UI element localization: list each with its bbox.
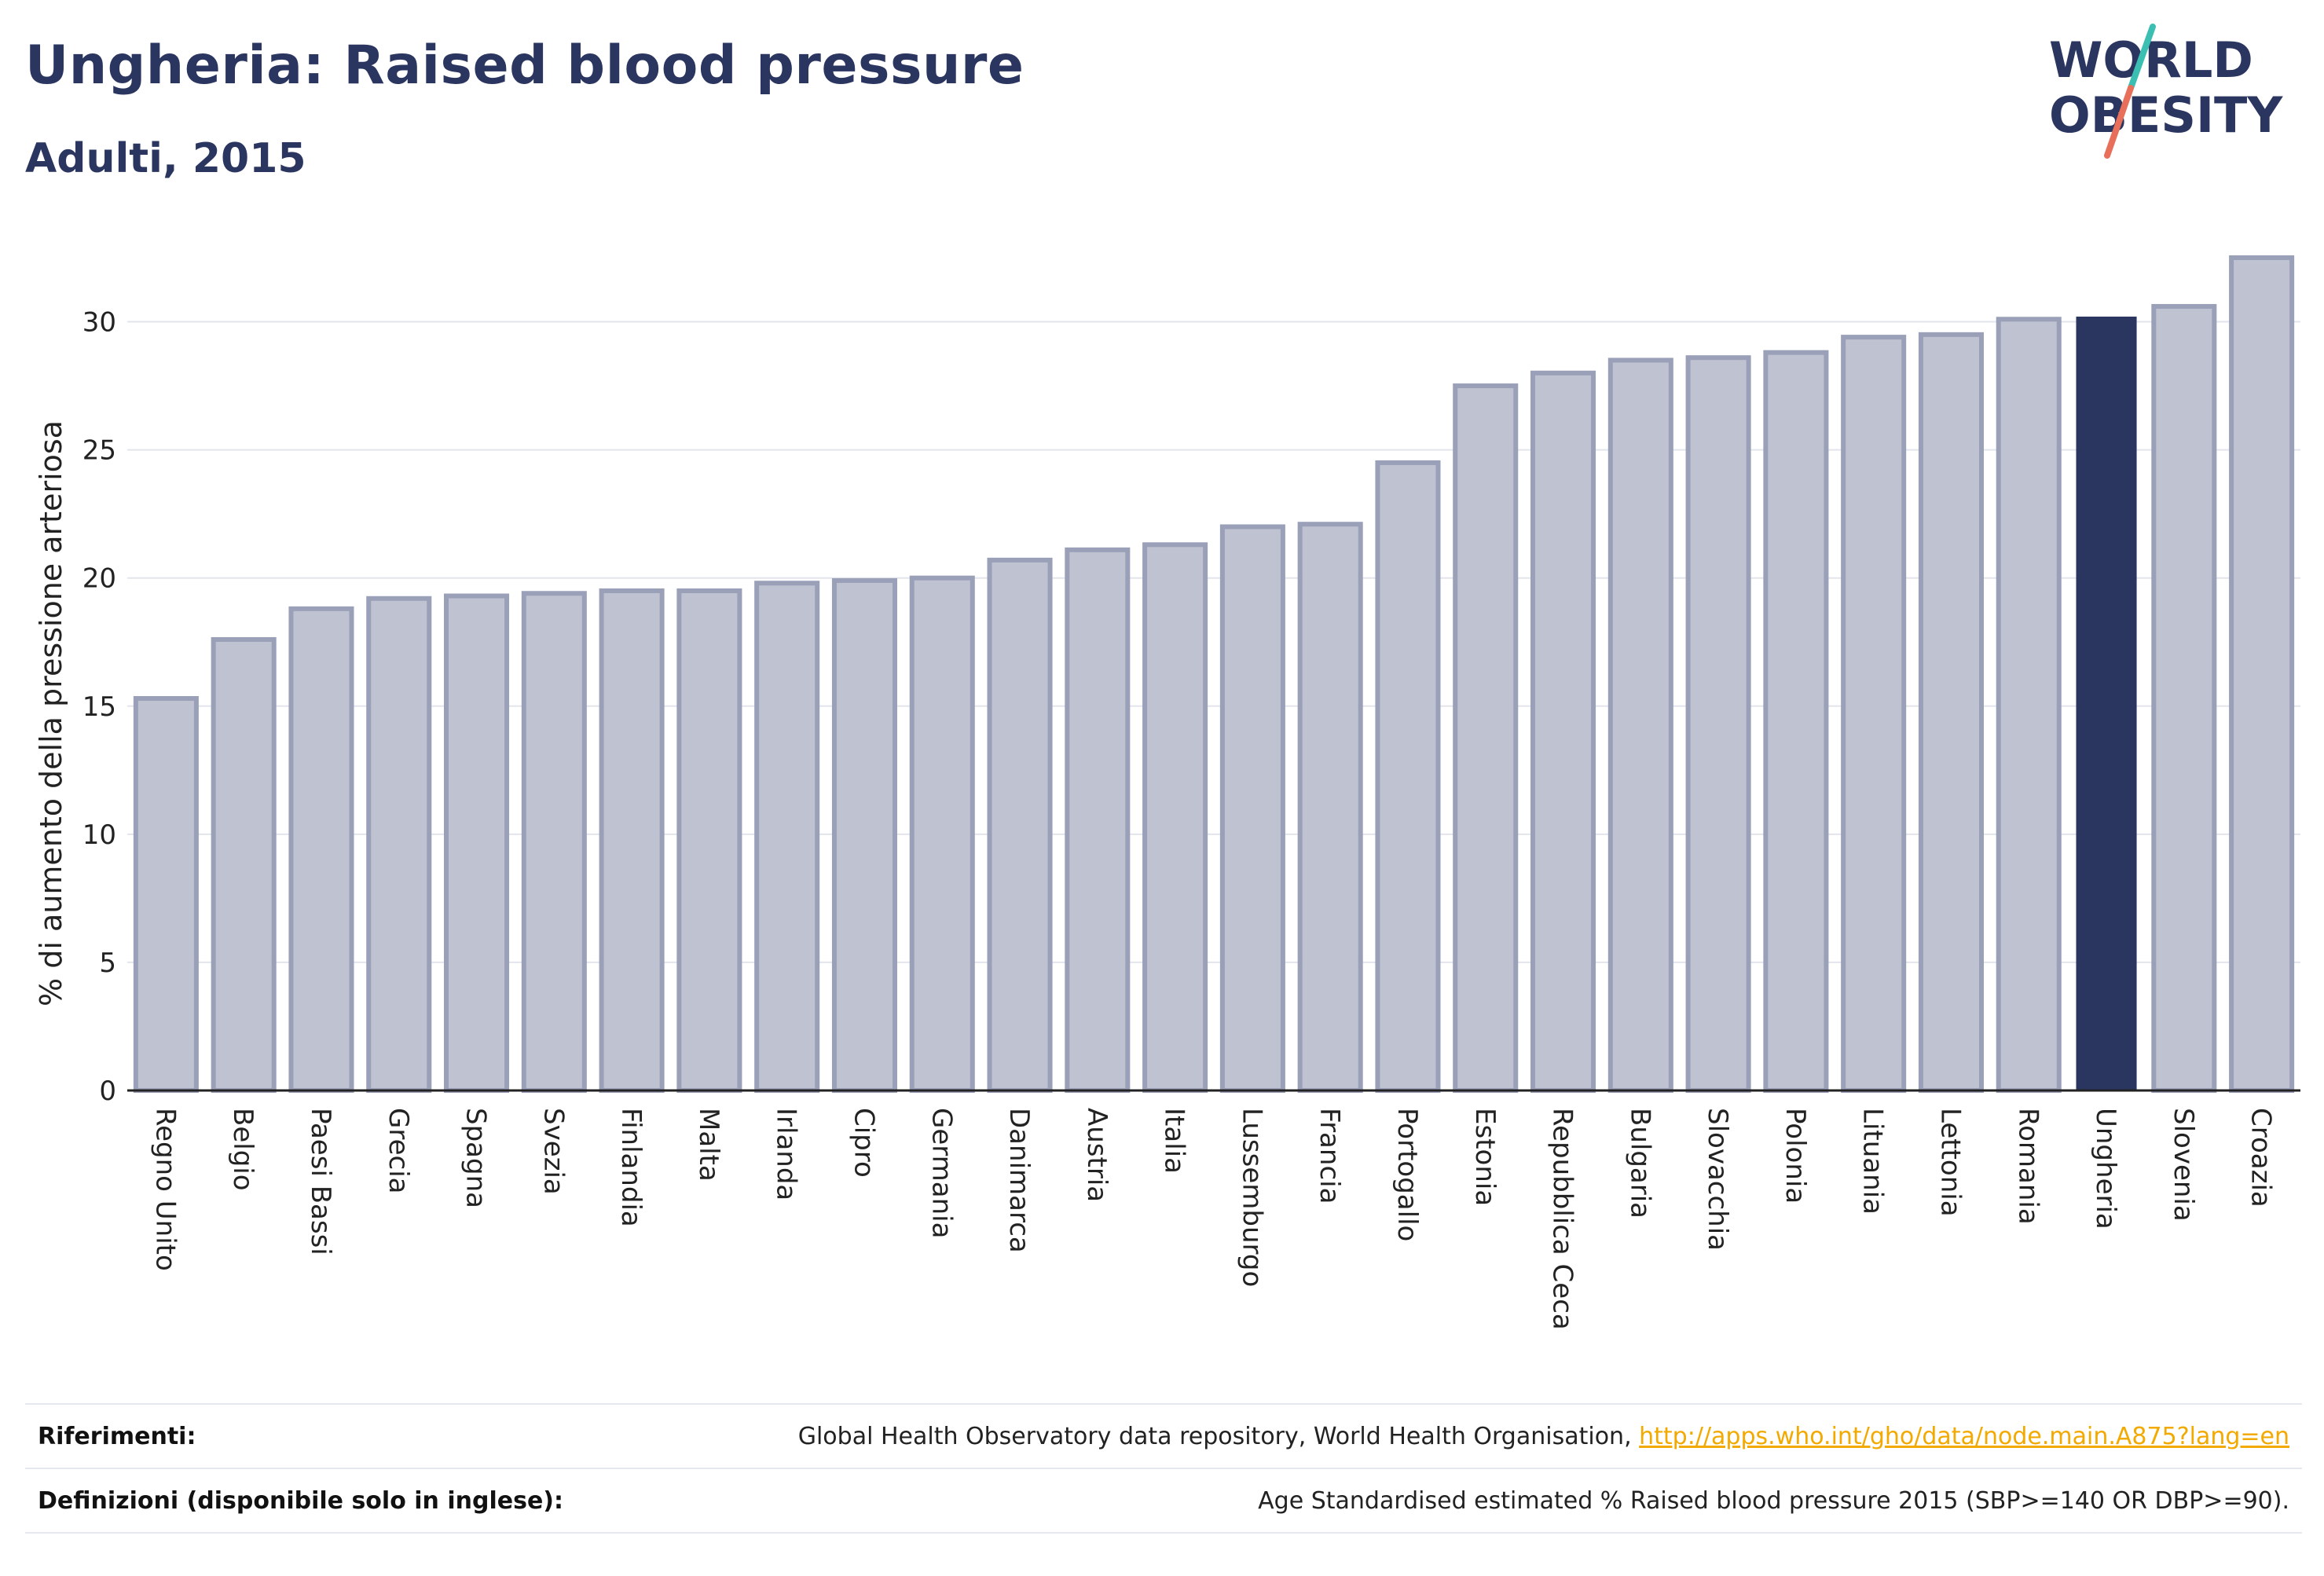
x-tick-label: Croazia [2245,1108,2277,1208]
bar-lituania [1841,335,1907,1094]
x-tick-label: Repubblica Ceca [1547,1108,1578,1330]
bar-finlandia [599,588,665,1093]
chart-title: Ungheria: Raised blood pressure [25,35,1025,97]
x-tick-label: Estonia [1469,1108,1501,1206]
footer-rule-middle [25,1468,2302,1469]
bar-slovenia [2151,303,2217,1093]
bar-ungheria [2076,317,2137,1090]
y-tick-label: 30 [82,307,116,339]
x-tick-label: Danimarca [1003,1108,1035,1253]
bar-belgio [211,636,277,1093]
definitions-text: Age Standardised estimated % Raised bloo… [1258,1486,2289,1515]
logo-slash-bottom [2104,85,2134,159]
bar-chart: 0 5 10 15 20 25 30 Regno Unito Belgio Paesi Bassi… [34,255,2300,1330]
x-tick-label: Regno Unito [149,1108,181,1271]
bar-germania [909,575,975,1093]
bar-lettonia [1918,332,1984,1094]
bar-paesi-bassi [288,606,354,1093]
x-tick-label: Paesi Bassi [305,1108,336,1255]
bar-estonia [1453,383,1519,1094]
bar-austria [1065,547,1131,1093]
references-link[interactable]: http://apps.who.int/gho/data/node.main.A… [1639,1422,2289,1450]
x-tick-label: Svezia [537,1108,569,1195]
bar-francia [1297,522,1363,1093]
x-tick-label: Cipro [848,1108,879,1178]
logo-slash-top [2128,24,2156,91]
footer-rule-bottom [25,1532,2302,1534]
x-tick-label: Lituania [1857,1108,1889,1215]
logo-line1: WORLD [2049,31,2253,89]
bar-croazia [2229,255,2295,1093]
x-tick-label: Slovenia [2168,1108,2199,1222]
y-tick-label: 5 [99,947,116,979]
x-tick-label: Germania [926,1108,957,1238]
x-tick-label: Polonia [1780,1108,1811,1204]
bar-svezia [521,591,587,1093]
world-obesity-logo: WORLD OBESITY [2049,24,2283,159]
logo-line2: OBESITY [2049,86,2283,144]
bar-lussemburgo [1219,524,1285,1093]
y-tick-label: 15 [82,691,116,723]
bar-bulgaria [1607,357,1673,1093]
x-tick-label: Lussemburgo [1236,1108,1267,1287]
x-tick-label: Spagna [460,1108,492,1208]
x-tick-label: Romania [2012,1108,2044,1225]
x-tick-label: Italia [1159,1108,1190,1174]
x-tick-label: Portogallo [1391,1108,1423,1241]
definitions-row: Definizioni (disponibile solo in inglese… [25,1469,2302,1532]
bar-malta [676,588,742,1093]
chart-subtitle: Adulti, 2015 [25,135,306,182]
references-label: Riferimenti: [38,1422,196,1450]
bar-polonia [1763,350,1829,1093]
x-tick-label: Belgio [227,1108,258,1191]
x-tick-label: Irlanda [771,1108,802,1200]
x-tick-label: Ungheria [2090,1108,2121,1230]
x-tick-label: Slovacchia [1702,1108,1733,1251]
bar-grecia [366,596,432,1093]
x-tick-label: Austria [1081,1108,1113,1202]
x-tick-label: Francia [1314,1108,1345,1204]
bar-italia [1142,542,1208,1093]
references-text: Global Health Observatory data repositor… [797,1422,1640,1450]
axis-layer: 0 5 10 15 20 25 30 Regno Unito Belgio Paesi Bassi… [82,307,2300,1330]
bar-danimarca [987,557,1053,1093]
references-row: Riferimenti: Global Health Observatory d… [25,1405,2302,1468]
bar-irlanda [754,581,820,1093]
bar-spagna [444,593,510,1093]
x-tick-label: Lettonia [1934,1108,1966,1217]
definitions-label: Definizioni (disponibile solo in inglese… [38,1486,563,1515]
y-tick-label: 0 [99,1076,116,1107]
bar-cipro [831,577,897,1093]
x-tick-label: Grecia [383,1108,414,1193]
bar-regno-unito [133,695,199,1093]
bar-slovacchia [1685,355,1751,1093]
y-axis-label: % di aumento della pressione arteriosa [34,420,68,1006]
y-tick-label: 25 [82,435,116,467]
y-tick-label: 10 [82,819,116,851]
references-value: Global Health Observatory data repositor… [798,1423,2302,1450]
x-tick-label: Malta [693,1108,724,1182]
x-tick-label: Bulgaria [1624,1108,1655,1219]
footer-rule-top [25,1403,2302,1405]
bar-romania [1996,317,2062,1093]
bar-portogallo [1375,460,1441,1093]
x-tick-label: Finlandia [615,1108,647,1227]
y-tick-label: 20 [82,563,116,595]
bar-repubblica-ceca [1530,370,1596,1093]
bar-layer [133,255,2295,1094]
